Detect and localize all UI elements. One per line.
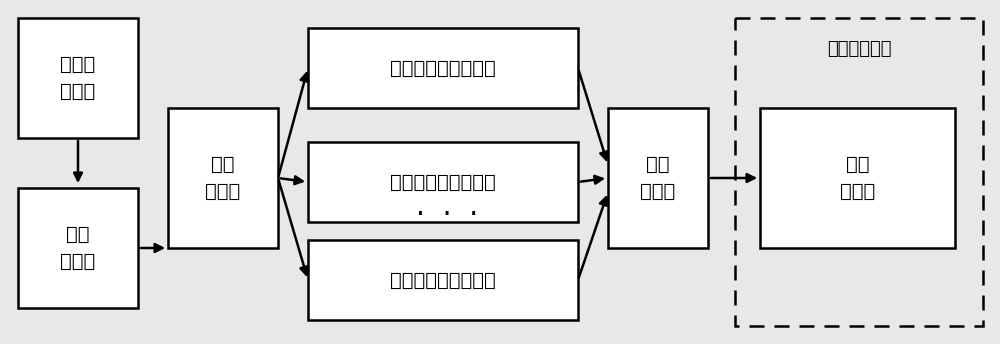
Bar	[168, 108, 278, 248]
Text: 信号处理模块: 信号处理模块	[827, 40, 891, 58]
Bar	[308, 240, 578, 320]
Bar	[760, 108, 955, 248]
Text: 功率
分配器: 功率 分配器	[60, 225, 96, 271]
Text: 第一波束子阵收发机: 第一波束子阵收发机	[390, 58, 496, 77]
Text: 数据
采集器: 数据 采集器	[840, 155, 875, 201]
Text: 波束
控制器: 波束 控制器	[205, 155, 241, 201]
Text: 超宽带
发射器: 超宽带 发射器	[60, 55, 96, 101]
Text: 第六波束子阵收发机: 第六波束子阵收发机	[390, 270, 496, 290]
Bar	[735, 18, 983, 326]
Text: 第二波束子阵收发机: 第二波束子阵收发机	[390, 172, 496, 192]
Bar	[18, 188, 138, 308]
Bar	[308, 28, 578, 108]
Bar	[18, 18, 138, 138]
Bar	[608, 108, 708, 248]
Bar	[308, 142, 578, 222]
Text: ·  ·  ·: · · ·	[416, 201, 478, 229]
Text: 波束
形成器: 波束 形成器	[640, 155, 676, 201]
